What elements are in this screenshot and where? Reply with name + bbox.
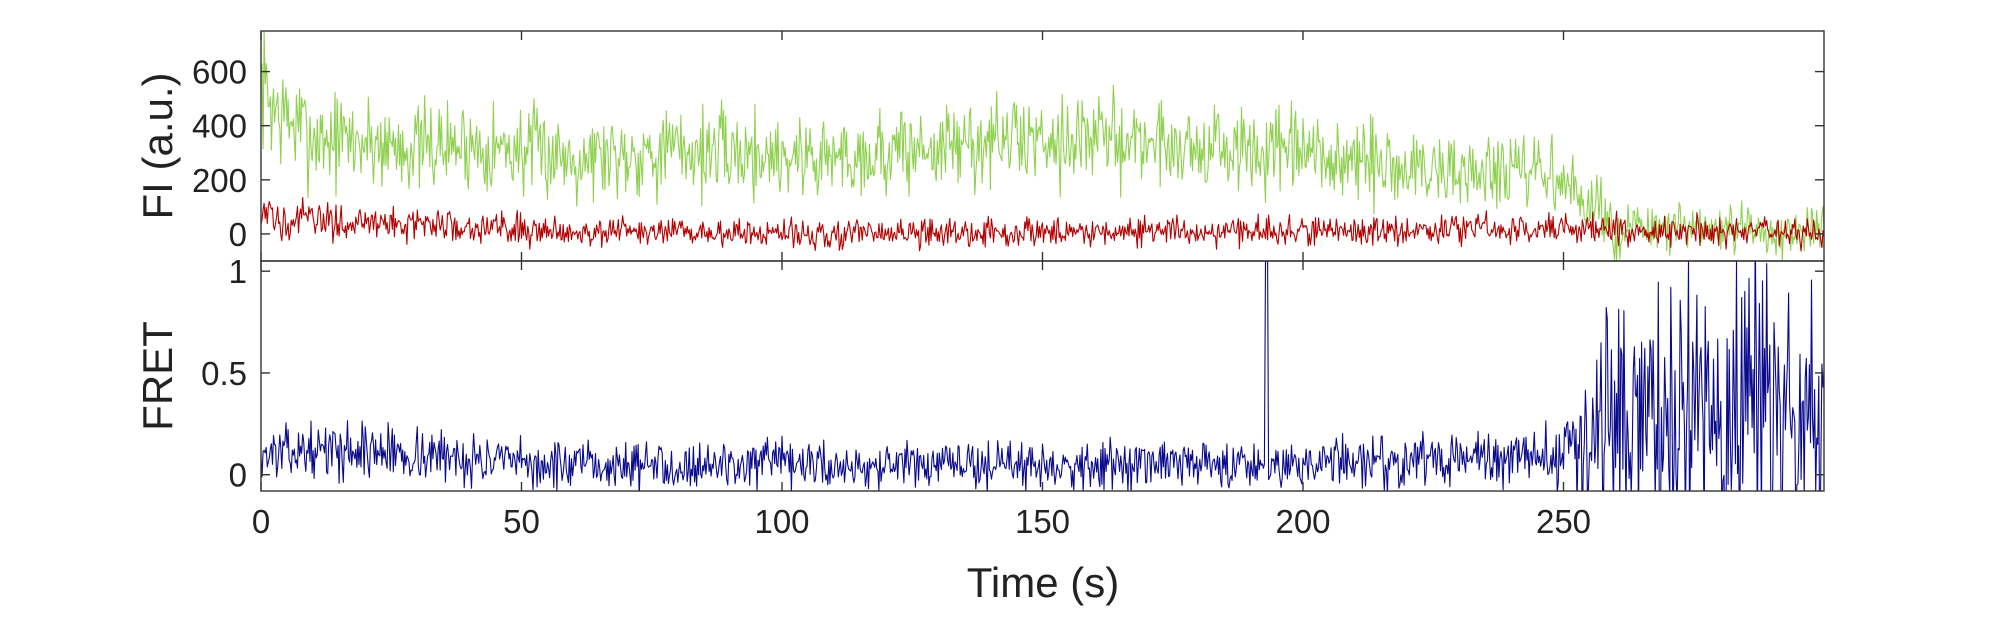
x-tick-label: 0 [252, 503, 270, 540]
series-line-red [261, 196, 1824, 252]
x-tick-label: 150 [1015, 503, 1070, 540]
x-tick-label: 50 [503, 503, 540, 540]
y-tick-label: 0.5 [201, 355, 247, 392]
x-tick-label: 100 [754, 503, 809, 540]
fluorescence-panel: 0 200 400 600 FI (a.u.) [134, 30, 1825, 262]
y-tick-label: 200 [192, 162, 247, 199]
y-tick-label: 0 [229, 216, 247, 253]
fret-traces [261, 261, 1824, 491]
series-line-blue [261, 261, 1824, 491]
y-tick-label: 600 [192, 54, 247, 91]
fluorescence-ticks: 0 200 400 600 [192, 31, 1824, 261]
fluorescence-y-axis-label: FI (a.u.) [134, 72, 181, 219]
y-tick-label: 1 [229, 253, 247, 290]
fluorescence-traces [261, 31, 1824, 261]
time-x-axis-label: Time (s) [967, 559, 1119, 606]
x-tick-label: 200 [1275, 503, 1330, 540]
y-tick-label: 0 [229, 457, 247, 494]
fret-y-axis-label: FRET [134, 321, 181, 431]
y-tick-label: 400 [192, 108, 247, 145]
x-tick-label: 250 [1536, 503, 1591, 540]
fret-panel: 0 0.5 1 0 50 100 150 200 250 FRET Time (s) [134, 253, 1825, 606]
series-line-green [261, 31, 1824, 261]
fret-ticks: 0 0.5 1 0 50 100 150 200 250 [201, 253, 1824, 540]
